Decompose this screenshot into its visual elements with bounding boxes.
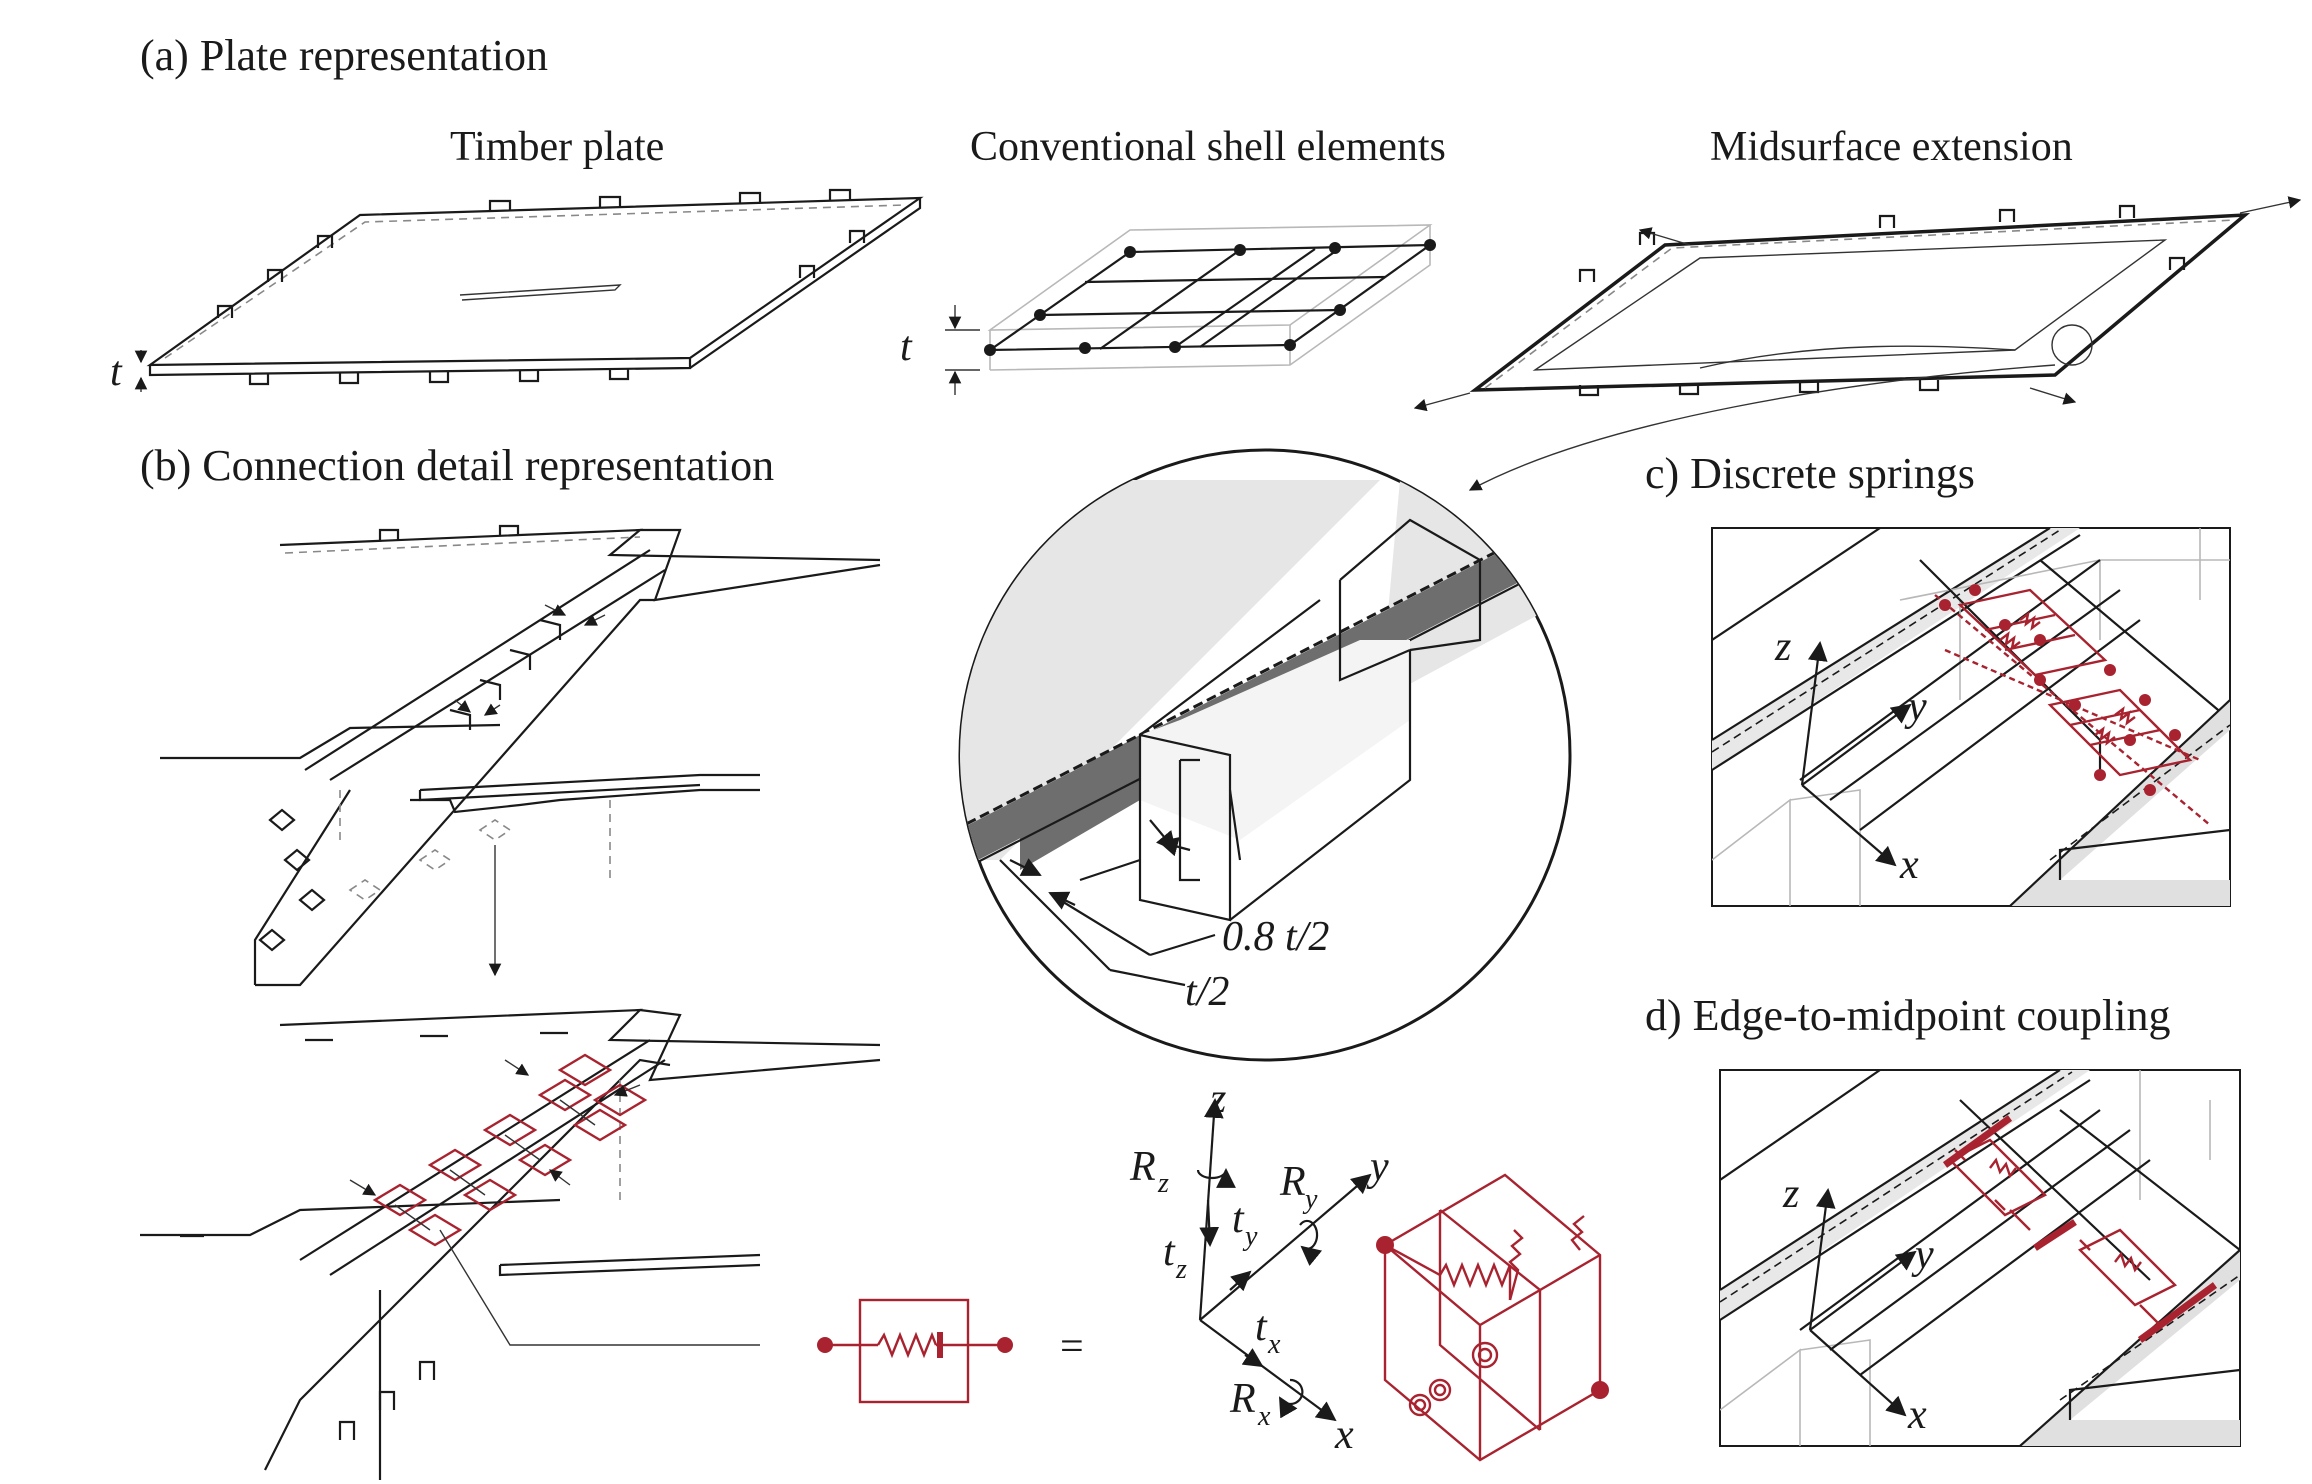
connection-spring-view — [140, 1008, 881, 1480]
discrete-springs-detail — [1712, 528, 2230, 906]
rotation-x-subscript: x — [1257, 1401, 1271, 1432]
translation-z-label: t — [1163, 1229, 1176, 1275]
translation-y-subscript: y — [1242, 1221, 1258, 1252]
translation-x-label: t — [1255, 1304, 1268, 1350]
rotation-x-label: R — [1229, 1376, 1256, 1422]
dimension-08-t-half: 0.8 t/2 — [1222, 914, 1329, 960]
spring-box-3d — [1376, 1173, 1609, 1462]
panel-c-y-label: y — [1904, 684, 1927, 730]
triad-z-label: z — [1209, 1076, 1226, 1122]
triad-y-label: y — [1366, 1144, 1389, 1190]
spring-symbol — [817, 1298, 1013, 1404]
shell-thickness-label: t — [900, 324, 913, 370]
panel-d-z-label: z — [1782, 1171, 1799, 1217]
rotation-y-label: R — [1279, 1159, 1306, 1205]
dof-triad — [1196, 1098, 1372, 1422]
panel-d-y-label: y — [1911, 1232, 1934, 1278]
rotation-z-label: R — [1129, 1144, 1156, 1190]
triad-x-label: x — [1334, 1412, 1354, 1458]
timber-thickness-label: t — [110, 349, 123, 395]
panel-d-x-label: x — [1907, 1392, 1927, 1438]
panel-c-x-label: x — [1899, 842, 1919, 888]
magnified-detail — [958, 448, 1572, 1062]
panel-a-subtitle-timber: Timber plate — [450, 124, 664, 170]
panel-a-label: (a) Plate representation — [140, 31, 548, 80]
panel-d-label: d) Edge-to-midpoint coupling — [1645, 991, 2170, 1040]
translation-z-subscript: z — [1175, 1254, 1187, 1285]
connection-spring-groups — [372, 1053, 648, 1247]
panel-a-subtitle-midsurface: Midsurface extension — [1710, 124, 2073, 170]
rotation-y-subscript: y — [1302, 1184, 1318, 1215]
equals-sign: = — [1060, 1324, 1084, 1370]
panel-c-z-label: z — [1774, 624, 1791, 670]
timber-plate-diagram: t — [110, 188, 924, 395]
connection-exploded-view — [160, 524, 881, 987]
panel-a-subtitle-shell: Conventional shell elements — [970, 124, 1446, 170]
dimension-t-half: t/2 — [1185, 969, 1229, 1015]
rotation-z-subscript: z — [1157, 1168, 1169, 1199]
translation-y-label: t — [1232, 1196, 1245, 1242]
shell-element-diagram: t — [900, 224, 1436, 395]
translation-x-subscript: x — [1267, 1329, 1281, 1360]
midsurface-extension-diagram — [1413, 196, 2302, 491]
panel-c-label: c) Discrete springs — [1645, 449, 1975, 498]
panel-b-label: (b) Connection detail representation — [140, 441, 774, 490]
edge-midpoint-detail — [1720, 1070, 2240, 1446]
